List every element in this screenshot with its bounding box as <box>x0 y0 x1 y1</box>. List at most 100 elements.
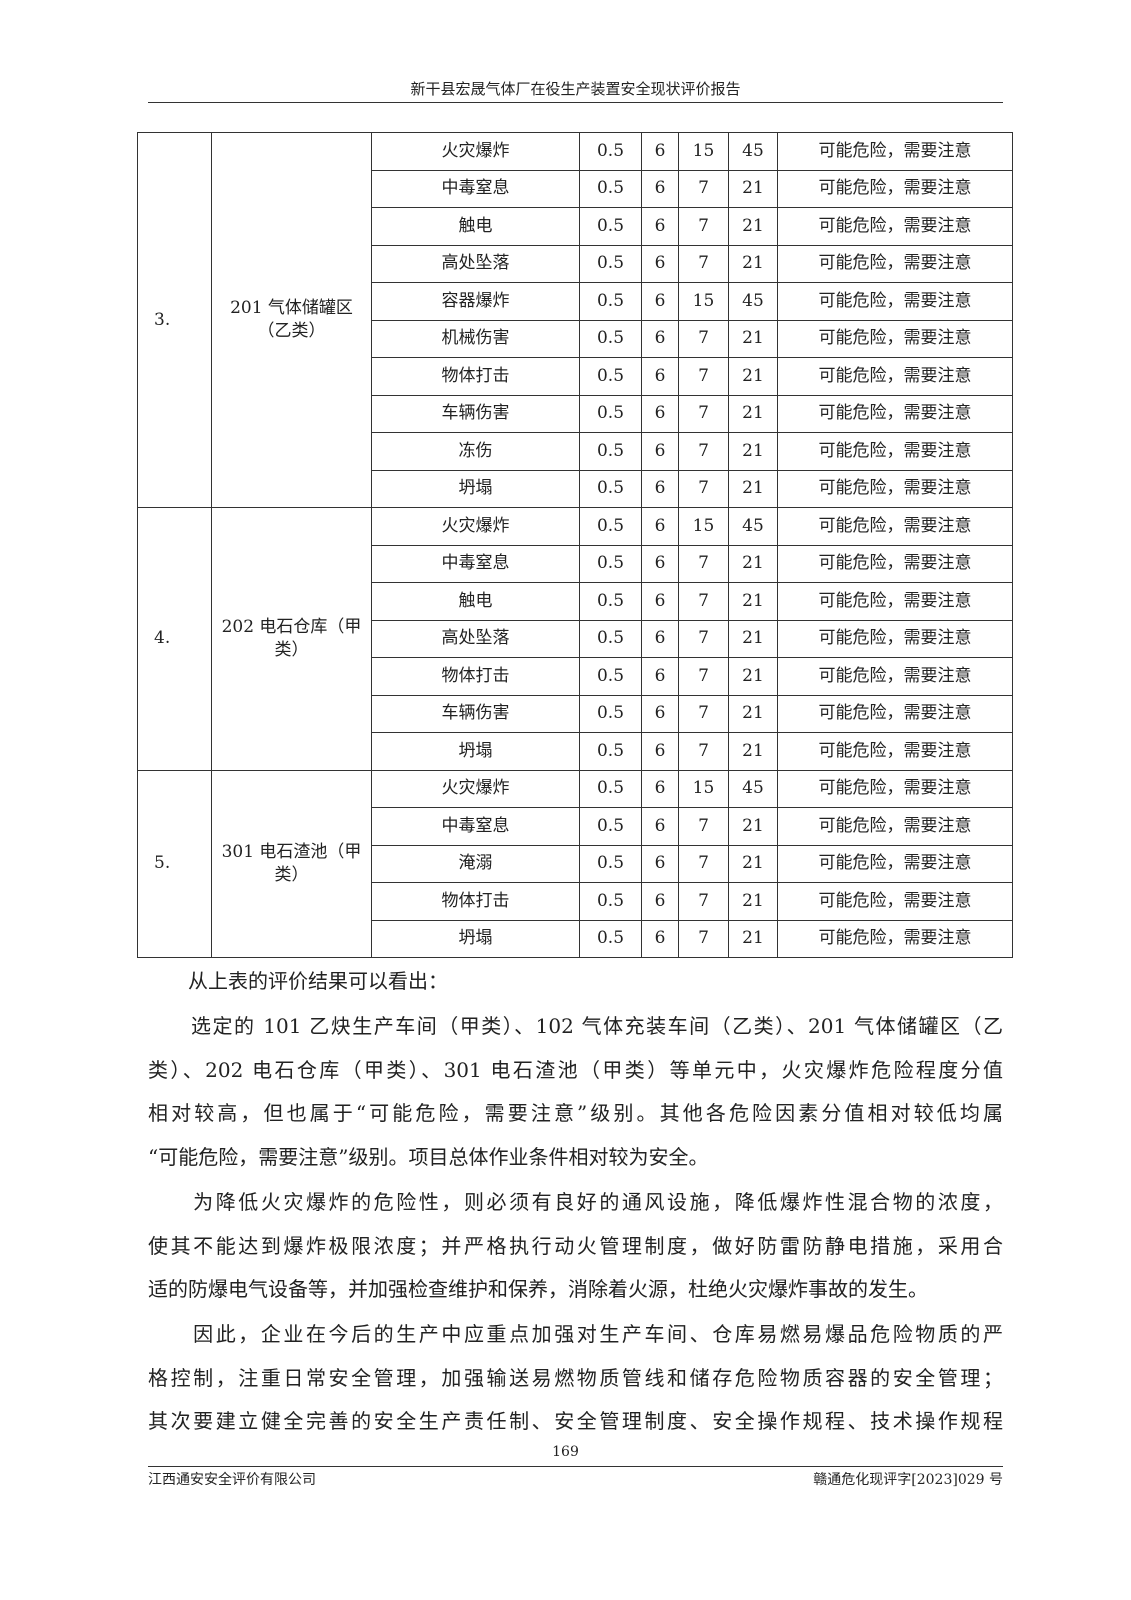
footer-company: 江西通安安全评价有限公司 <box>148 1472 316 1488</box>
table-row: 高处坠落 0.5 6 7 21 可能危险，需要注意 <box>138 244 1013 283</box>
c-value: 7 <box>678 244 729 283</box>
l-value: 0.5 <box>579 582 642 621</box>
risk-evaluation-table: 3. 201 气体储罐区 （乙类） 火灾爆炸 0.5 6 15 45 可能危险，需要注意 中毒窒息… <box>137 132 1013 958</box>
e-value: 6 <box>641 919 679 958</box>
d-value: 45 <box>728 507 778 546</box>
c-value: 7 <box>678 319 729 358</box>
hazard: 触电 <box>371 207 580 246</box>
hazard: 坍塌 <box>371 919 580 958</box>
unit-name: 301 电石渣池（甲 类） <box>211 769 372 958</box>
table-row: 车辆伤害 0.5 6 7 21 可能危险，需要注意 <box>138 694 1013 733</box>
d-value: 21 <box>728 882 778 921</box>
hazard: 火灾爆炸 <box>371 507 580 546</box>
c-value: 15 <box>678 282 729 321</box>
l-value: 0.5 <box>579 132 642 171</box>
risk-grade: 可能危险，需要注意 <box>777 657 1013 696</box>
table-row: 物体打击 0.5 6 7 21 可能危险，需要注意 <box>138 657 1013 696</box>
c-value: 7 <box>678 582 729 621</box>
hazard: 冻伤 <box>371 432 580 471</box>
running-header: 新干县宏晟气体厂在役生产装置安全现状评价报告 <box>410 80 741 98</box>
unit-name-line: 201 气体储罐区 <box>230 298 353 319</box>
e-value: 6 <box>641 732 679 771</box>
d-value: 21 <box>728 357 778 396</box>
l-value: 0.5 <box>579 469 642 508</box>
table-row: 触电 0.5 6 7 21 可能危险，需要注意 <box>138 582 1013 621</box>
risk-grade: 可能危险，需要注意 <box>777 919 1013 958</box>
risk-grade: 可能危险，需要注意 <box>777 807 1013 846</box>
l-value: 0.5 <box>579 432 642 471</box>
c-value: 7 <box>678 657 729 696</box>
hazard: 机械伤害 <box>371 319 580 358</box>
table-row: 5. 301 电石渣池（甲 类） 火灾爆炸 0.5 6 15 45 可能危险，需要注意 <box>137 769 1013 958</box>
risk-grade: 可能危险，需要注意 <box>777 882 1013 921</box>
e-value: 6 <box>641 432 679 471</box>
c-value: 7 <box>678 394 729 433</box>
c-value: 7 <box>678 169 729 208</box>
d-value: 21 <box>728 207 778 246</box>
table-row: 中毒窒息 0.5 6 7 21 可能危险，需要注意 <box>138 169 1013 208</box>
d-value: 45 <box>728 282 778 321</box>
risk-grade: 可能危险，需要注意 <box>777 507 1013 546</box>
d-value: 21 <box>728 657 778 696</box>
risk-grade: 可能危险，需要注意 <box>777 432 1013 471</box>
d-value: 21 <box>728 244 778 283</box>
l-value: 0.5 <box>579 694 642 733</box>
e-value: 6 <box>641 619 679 658</box>
paragraph-line: 选定的 101 乙炔生产车间（甲类）、102 气体充装车间（乙类）、201 气体… <box>148 1014 1003 1038</box>
risk-grade: 可能危险，需要注意 <box>777 282 1013 321</box>
e-value: 6 <box>641 207 679 246</box>
c-value: 7 <box>678 207 729 246</box>
d-value: 21 <box>728 432 778 471</box>
unit-name-line: （乙类） <box>257 321 326 341</box>
c-value: 7 <box>678 619 729 658</box>
e-value: 6 <box>641 582 679 621</box>
risk-grade: 可能危险，需要注意 <box>777 469 1013 508</box>
paragraph-line: 为降低火灾爆炸的危险性，则必须有良好的通风设施，降低爆炸性混合物的浓度， <box>148 1190 1003 1214</box>
risk-grade: 可能危险，需要注意 <box>777 244 1013 283</box>
d-value: 21 <box>728 919 778 958</box>
hazard: 中毒窒息 <box>371 807 580 846</box>
risk-grade: 可能危险，需要注意 <box>777 769 1013 808</box>
e-value: 6 <box>641 282 679 321</box>
unit-name-line: 类） <box>274 639 309 660</box>
e-value: 6 <box>641 807 679 846</box>
table-row: 中毒窒息 0.5 6 7 21 可能危险，需要注意 <box>138 807 1013 846</box>
unit-name: 201 气体储罐区 （乙类） <box>211 132 372 508</box>
e-value: 6 <box>641 657 679 696</box>
paragraph-line: 从上表的评价结果可以看出： <box>148 969 448 993</box>
d-value: 21 <box>728 469 778 508</box>
paragraph-line: 因此，企业在今后的生产中应重点加强对生产车间、仓库易燃易爆品危险物质的严 <box>148 1322 1003 1346</box>
risk-grade: 可能危险，需要注意 <box>777 694 1013 733</box>
hazard: 中毒窒息 <box>371 544 580 583</box>
table-row: 中毒窒息 0.5 6 7 21 可能危险，需要注意 <box>138 544 1013 583</box>
risk-grade: 可能危险，需要注意 <box>777 319 1013 358</box>
l-value: 0.5 <box>579 357 642 396</box>
unit-number: 5. <box>137 769 212 958</box>
hazard: 触电 <box>371 582 580 621</box>
table-row: 高处坠落 0.5 6 7 21 可能危险，需要注意 <box>138 619 1013 658</box>
table-row: 坍塌 0.5 6 7 21 可能危险，需要注意 <box>138 469 1013 508</box>
paragraph-line: 其次要建立健全完善的安全生产责任制、安全管理制度、安全操作规程、技术操作规程 <box>148 1409 1003 1434</box>
table-row: 坍塌 0.5 6 7 21 可能危险，需要注意 <box>138 732 1013 771</box>
e-value: 6 <box>641 544 679 583</box>
risk-grade: 可能危险，需要注意 <box>777 132 1013 171</box>
paragraph-line: 适的防爆电气设备等，并加强检查维护和保养，消除着火源，杜绝火灾爆炸事故的发生。 <box>148 1277 928 1302</box>
hazard: 物体打击 <box>371 882 580 921</box>
body-paragraph: 为降低火灾爆炸的危险性，则必须有良好的通风设施，降低爆炸性混合物的浓度， 使其不能… <box>148 1181 1003 1312</box>
l-value: 0.5 <box>579 919 642 958</box>
e-value: 6 <box>641 769 679 808</box>
hazard: 物体打击 <box>371 357 580 396</box>
d-value: 21 <box>728 319 778 358</box>
header-divider <box>148 102 1003 103</box>
hazard: 淹溺 <box>371 844 580 883</box>
l-value: 0.5 <box>579 319 642 358</box>
c-value: 7 <box>678 469 729 508</box>
c-value: 7 <box>678 694 729 733</box>
c-value: 15 <box>678 769 729 808</box>
l-value: 0.5 <box>579 807 642 846</box>
l-value: 0.5 <box>579 207 642 246</box>
body-paragraph: 选定的 101 乙炔生产车间（甲类）、102 气体充装车间（乙类）、201 气体… <box>148 1005 1003 1179</box>
table-row: 3. 201 气体储罐区 （乙类） 火灾爆炸 0.5 6 15 45 可能危险，需要注意 <box>137 132 1013 508</box>
c-value: 7 <box>678 544 729 583</box>
e-value: 6 <box>641 319 679 358</box>
